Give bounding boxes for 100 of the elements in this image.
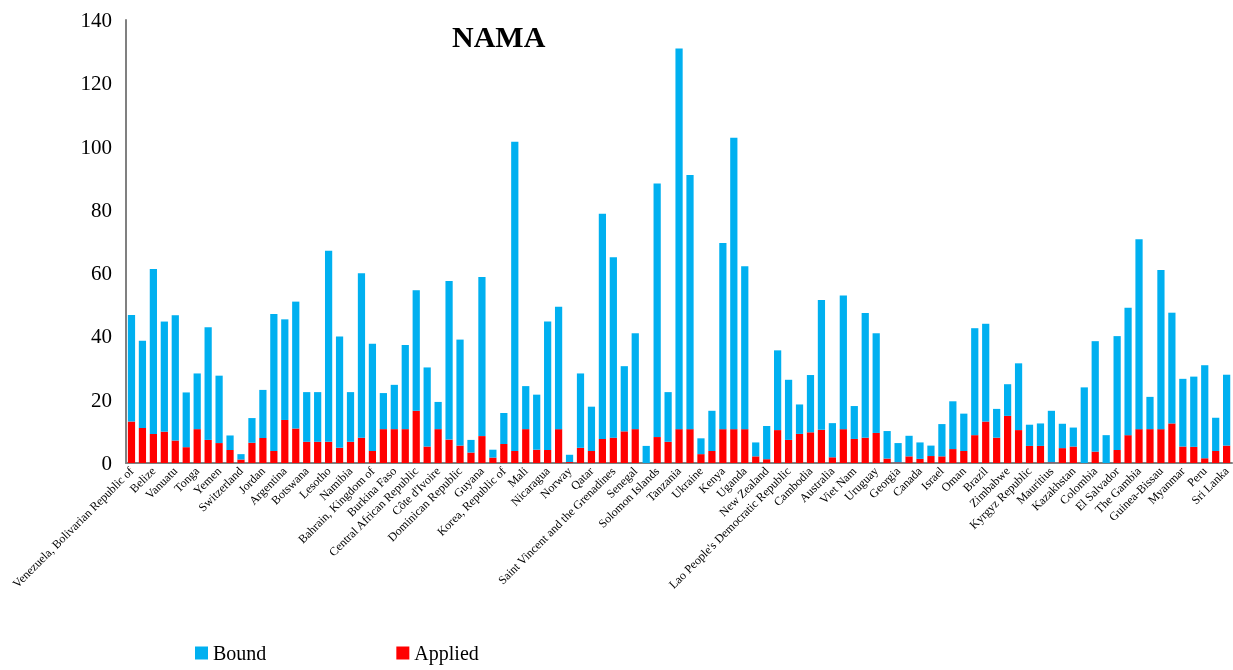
bar bbox=[368, 343, 377, 451]
bar bbox=[533, 394, 541, 450]
bar bbox=[379, 429, 387, 463]
bar bbox=[423, 367, 431, 447]
bar bbox=[653, 437, 661, 463]
bar bbox=[270, 313, 278, 451]
bar bbox=[1058, 423, 1066, 449]
bar bbox=[949, 401, 957, 450]
chart-title: NAMA bbox=[452, 19, 546, 53]
bar bbox=[752, 456, 760, 463]
bar bbox=[160, 431, 168, 463]
bar bbox=[259, 438, 267, 463]
bar bbox=[587, 406, 596, 451]
bar bbox=[664, 441, 672, 463]
bar bbox=[938, 456, 946, 463]
bar bbox=[894, 443, 902, 463]
bar bbox=[1212, 417, 1220, 451]
bar bbox=[850, 406, 858, 439]
bar bbox=[149, 269, 157, 434]
bar bbox=[598, 438, 607, 463]
bar bbox=[1223, 374, 1231, 446]
bar bbox=[927, 445, 935, 457]
bar bbox=[1003, 415, 1012, 463]
bar bbox=[1190, 376, 1198, 447]
bar bbox=[1223, 445, 1231, 463]
bar bbox=[1168, 312, 1176, 424]
bar bbox=[620, 366, 628, 432]
bar bbox=[314, 392, 322, 442]
bar bbox=[215, 375, 223, 444]
bar bbox=[401, 429, 409, 463]
bar bbox=[719, 243, 727, 430]
bar bbox=[281, 319, 289, 420]
bar bbox=[489, 457, 497, 463]
bar bbox=[576, 373, 585, 448]
bar bbox=[193, 373, 201, 430]
bar bbox=[752, 442, 760, 457]
bar bbox=[445, 281, 453, 440]
bar bbox=[160, 321, 168, 432]
bar bbox=[511, 450, 519, 463]
bar bbox=[346, 441, 355, 463]
bar bbox=[434, 401, 442, 430]
bar bbox=[412, 410, 420, 463]
bar bbox=[1025, 445, 1034, 463]
bar bbox=[379, 393, 387, 430]
bar bbox=[982, 421, 990, 463]
bar bbox=[544, 321, 552, 451]
bar bbox=[971, 328, 979, 436]
y-tick-label: 0 bbox=[101, 451, 112, 475]
bar bbox=[1212, 450, 1220, 463]
bar bbox=[346, 392, 355, 442]
legend-label: Bound bbox=[213, 642, 267, 664]
bar bbox=[357, 273, 366, 438]
bar bbox=[861, 437, 869, 463]
bar bbox=[741, 429, 749, 463]
bar bbox=[544, 450, 552, 463]
bar bbox=[1069, 446, 1077, 463]
bar bbox=[248, 442, 256, 463]
bar bbox=[763, 459, 771, 463]
bar bbox=[303, 392, 311, 442]
bar bbox=[335, 336, 344, 448]
bar bbox=[1124, 435, 1132, 463]
bar bbox=[1025, 424, 1034, 446]
bar bbox=[850, 438, 858, 463]
bar bbox=[324, 441, 333, 463]
bar bbox=[292, 301, 300, 429]
bar bbox=[708, 450, 716, 463]
bar bbox=[182, 392, 190, 448]
bar bbox=[993, 437, 1001, 463]
bar bbox=[1113, 336, 1121, 451]
bar bbox=[774, 350, 782, 431]
bar bbox=[598, 213, 607, 439]
bar bbox=[500, 444, 508, 463]
bar bbox=[565, 454, 574, 463]
bar bbox=[1135, 429, 1143, 463]
bar bbox=[1014, 430, 1023, 463]
bar bbox=[861, 313, 869, 438]
bar bbox=[806, 375, 815, 433]
bar bbox=[1179, 446, 1187, 463]
bar bbox=[237, 459, 245, 463]
bar bbox=[828, 457, 836, 463]
bar bbox=[1179, 378, 1187, 447]
bar bbox=[741, 266, 749, 430]
bar bbox=[171, 315, 179, 441]
bar bbox=[1146, 429, 1154, 463]
bar bbox=[631, 333, 639, 430]
bar bbox=[631, 429, 639, 463]
bar bbox=[916, 458, 924, 463]
bar bbox=[182, 447, 190, 463]
bar bbox=[368, 450, 377, 463]
bar bbox=[587, 450, 596, 463]
bar bbox=[883, 431, 891, 459]
bar bbox=[653, 183, 661, 438]
bar bbox=[401, 344, 409, 430]
y-tick-label: 80 bbox=[91, 197, 112, 222]
bar bbox=[927, 456, 935, 463]
bar bbox=[467, 439, 475, 453]
bar bbox=[938, 424, 946, 457]
bar bbox=[204, 439, 212, 463]
bar bbox=[324, 250, 333, 442]
bar bbox=[1036, 445, 1045, 463]
